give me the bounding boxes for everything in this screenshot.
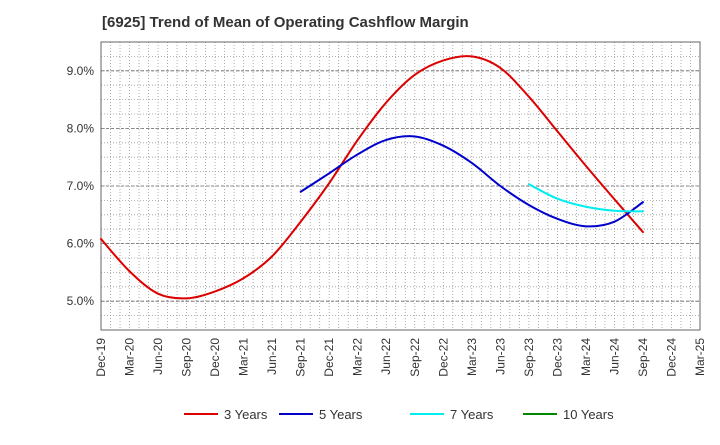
x-tick-label: Dec-24 — [664, 338, 678, 377]
x-tick-label: Dec-20 — [208, 338, 222, 377]
series-line-5-years — [299, 135, 644, 228]
x-tick-label: Mar-23 — [465, 338, 479, 376]
x-tick-label: Mar-25 — [693, 338, 707, 376]
y-tick-label: 8.0% — [67, 121, 95, 135]
x-tick-label: Jun-22 — [379, 338, 393, 375]
x-tick-label: Jun-21 — [265, 338, 279, 375]
x-tick-label: Mar-24 — [579, 338, 593, 376]
y-tick-label: 5.0% — [67, 294, 95, 308]
x-tick-label: Jun-20 — [151, 338, 165, 375]
x-tick-label: Dec-19 — [94, 338, 108, 377]
x-tick-label: Mar-21 — [237, 338, 251, 376]
legend-label-3-years: 3 Years — [224, 407, 268, 422]
x-tick-label: Dec-22 — [436, 338, 450, 377]
plot-border — [100, 41, 701, 331]
x-tick-label: Jun-24 — [607, 338, 621, 375]
y-tick-label: 6.0% — [67, 237, 95, 251]
y-tick-label: 9.0% — [67, 64, 95, 78]
x-tick-label: Mar-22 — [351, 338, 365, 376]
series-line-7-years — [527, 183, 644, 213]
plot-area — [101, 42, 700, 330]
x-tick-label: Dec-21 — [322, 338, 336, 377]
series-line-3-years — [100, 55, 644, 300]
x-tick-label: Sep-20 — [180, 338, 194, 377]
x-tick-label: Sep-23 — [522, 338, 536, 377]
x-tick-label: Mar-20 — [123, 338, 137, 376]
x-tick-label: Sep-24 — [636, 338, 650, 377]
y-tick-label: 7.0% — [67, 179, 95, 193]
x-tick-label: Sep-22 — [408, 338, 422, 377]
legend: 3 Years 5 Years 7 Years 10 Years — [184, 407, 614, 422]
legend-label-7-years: 7 Years — [450, 407, 494, 422]
x-tick-label: Sep-21 — [294, 338, 308, 377]
x-tick-label: Jun-23 — [493, 338, 507, 375]
chart-title: [6925] Trend of Mean of Operating Cashfl… — [102, 14, 469, 31]
legend-label-10-years: 10 Years — [563, 407, 614, 422]
legend-label-5-years: 5 Years — [319, 407, 363, 422]
x-tick-label: Dec-23 — [550, 338, 564, 377]
